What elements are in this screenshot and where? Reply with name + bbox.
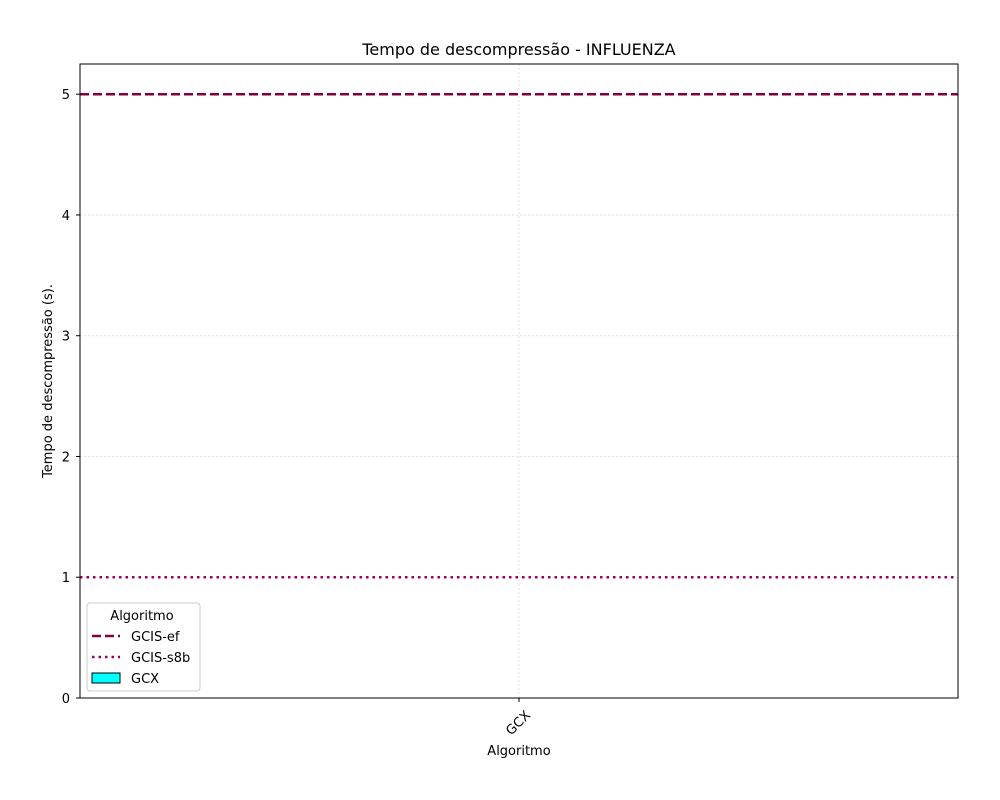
y-tick-label: 2 [62, 450, 70, 465]
y-tick-label: 4 [62, 209, 70, 224]
legend-frame [86, 602, 201, 692]
x-tick-label: GCX [503, 708, 534, 739]
y-axis-label: Tempo de descompressão (s). [41, 284, 56, 479]
y-tick-label: 0 [62, 692, 70, 707]
y-tick-label: 3 [62, 330, 70, 345]
y-tick-label: 1 [62, 571, 70, 586]
legend-label-gcx: GCX [131, 672, 159, 687]
legend-swatch-gcx [91, 672, 121, 684]
x-axis-label: Algoritmo [487, 744, 550, 759]
legend-title: Algoritmo [110, 609, 173, 624]
reference-lines [80, 92, 958, 579]
x-axis-ticks: GCX [503, 698, 534, 739]
y-tick-label: 5 [62, 88, 70, 103]
legend-label-gcis-s8b: GCIS-s8b [131, 651, 190, 666]
legend: Algoritmo GCIS-ef GCIS-s8b GCX [86, 602, 201, 692]
grid [80, 64, 958, 699]
chart-title: Tempo de descompressão - INFLUENZA [361, 40, 675, 59]
y-axis-ticks: 0 1 2 3 4 5 [62, 88, 80, 707]
legend-label-gcis-ef: GCIS-ef [131, 630, 180, 645]
